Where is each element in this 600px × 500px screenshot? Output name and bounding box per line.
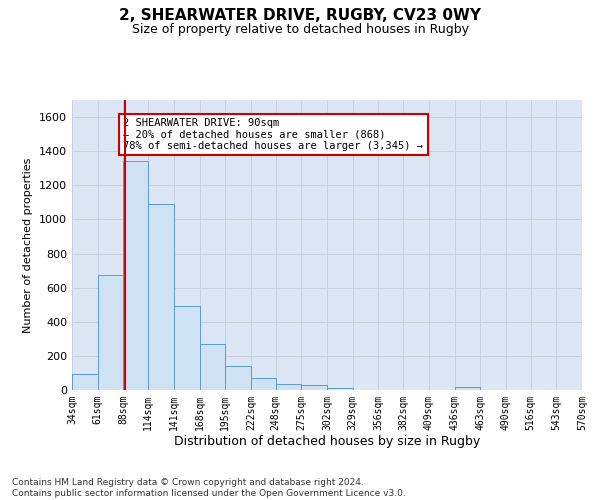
Text: Contains HM Land Registry data © Crown copyright and database right 2024.
Contai: Contains HM Land Registry data © Crown c… [12, 478, 406, 498]
Bar [251, 378, 275, 390]
Bar [174, 306, 199, 390]
Bar [455, 386, 480, 390]
Text: Size of property relative to detached houses in Rugby: Size of property relative to detached ho… [131, 22, 469, 36]
Bar [148, 204, 174, 390]
Bar [98, 275, 124, 390]
Bar [275, 384, 301, 390]
Bar [199, 344, 225, 390]
Text: Distribution of detached houses by size in Rugby: Distribution of detached houses by size … [174, 435, 480, 448]
Bar [225, 366, 251, 390]
Bar [327, 388, 353, 390]
Text: 2 SHEARWATER DRIVE: 90sqm
← 20% of detached houses are smaller (868)
78% of semi: 2 SHEARWATER DRIVE: 90sqm ← 20% of detac… [124, 118, 424, 151]
Bar [72, 374, 98, 390]
Bar [124, 162, 148, 390]
Bar [301, 385, 327, 390]
Y-axis label: Number of detached properties: Number of detached properties [23, 158, 34, 332]
Text: 2, SHEARWATER DRIVE, RUGBY, CV23 0WY: 2, SHEARWATER DRIVE, RUGBY, CV23 0WY [119, 8, 481, 22]
